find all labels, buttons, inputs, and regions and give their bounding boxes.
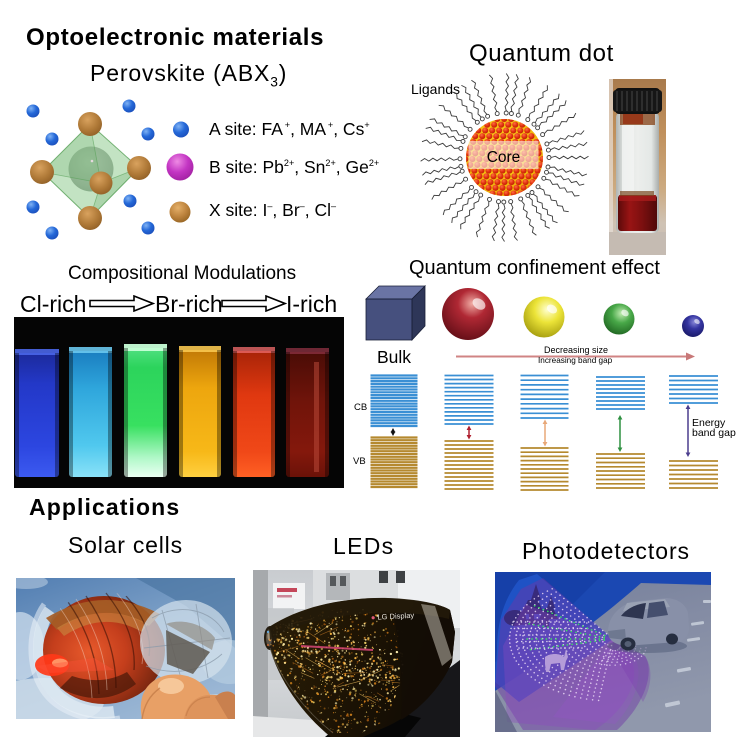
svg-text:● LG Display: ● LG Display <box>371 611 415 622</box>
svg-text:Core: Core <box>487 149 521 166</box>
